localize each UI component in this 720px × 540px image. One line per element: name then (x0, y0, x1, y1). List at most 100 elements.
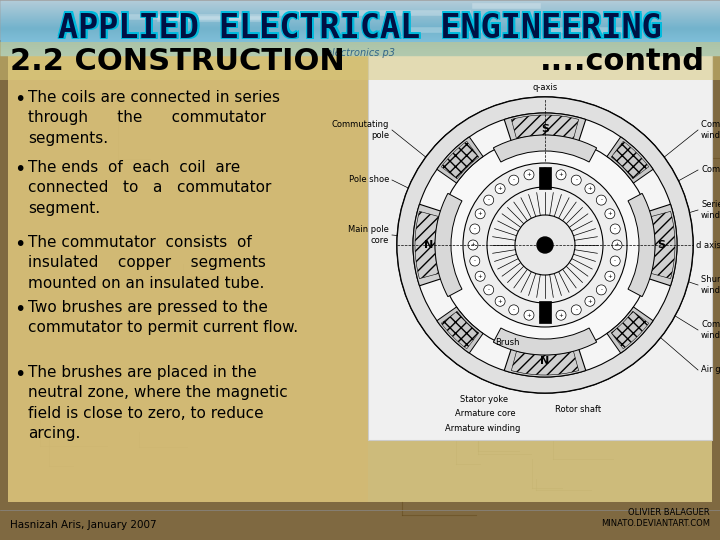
Bar (0, 42, 720, 80)
Circle shape (610, 256, 620, 266)
Circle shape (540, 168, 550, 178)
Circle shape (524, 170, 534, 180)
Text: OLIVIER BALAGUER
MINATO.DEVIANTART.COM: OLIVIER BALAGUER MINATO.DEVIANTART.COM (601, 508, 710, 528)
Text: +: + (526, 172, 531, 177)
Text: The brushes are placed in the
neutral zone, where the magnetic
field is close to: The brushes are placed in the neutral zo… (28, 365, 288, 441)
Text: Stator yoke: Stator yoke (460, 395, 508, 404)
Circle shape (484, 285, 494, 295)
Text: +: + (608, 211, 612, 216)
Circle shape (397, 97, 693, 393)
Text: •: • (14, 235, 25, 254)
Text: -: - (474, 259, 476, 264)
Text: +: + (608, 274, 612, 279)
Text: Pole shoe: Pole shoe (348, 176, 389, 185)
Text: Compensating
winding: Compensating winding (701, 320, 720, 340)
Circle shape (605, 209, 615, 219)
Text: -: - (614, 259, 616, 264)
Circle shape (571, 175, 581, 185)
Circle shape (509, 305, 519, 315)
Circle shape (540, 312, 550, 322)
Text: 2.2 CONSTRUCTION: 2.2 CONSTRUCTION (10, 48, 345, 77)
Text: -: - (513, 307, 515, 312)
Text: Armature core: Armature core (455, 409, 516, 418)
Text: -: - (575, 178, 577, 183)
Text: +: + (615, 242, 619, 247)
Text: APPLIED ELECTRICAL ENGINEERING: APPLIED ELECTRICAL ENGINEERING (60, 10, 663, 43)
Circle shape (585, 296, 595, 306)
Wedge shape (607, 137, 653, 183)
Text: Commutating
pole: Commutating pole (332, 120, 389, 140)
Text: Brush: Brush (495, 338, 520, 347)
Bar (8, 40, 368, 502)
Text: +: + (478, 274, 482, 279)
Text: N: N (541, 356, 549, 366)
Text: APPLIED ELECTRICAL ENGINEERING: APPLIED ELECTRICAL ENGINEERING (58, 11, 662, 44)
Text: Hasnizah Aris, January 2007: Hasnizah Aris, January 2007 (10, 520, 157, 530)
Wedge shape (397, 97, 693, 393)
Circle shape (556, 310, 566, 320)
Circle shape (437, 137, 653, 353)
Text: +: + (588, 186, 593, 191)
Text: -: - (614, 226, 616, 232)
Circle shape (556, 170, 566, 180)
Bar (8, 40, 712, 502)
Text: Air gap: Air gap (701, 366, 720, 375)
Text: APPLIED ELECTRICAL ENGINEERING: APPLIED ELECTRICAL ENGINEERING (57, 10, 660, 43)
Circle shape (468, 240, 478, 250)
Text: S: S (657, 240, 665, 250)
Text: APPLIED ELECTRICAL ENGINEERING: APPLIED ELECTRICAL ENGINEERING (57, 11, 660, 44)
Circle shape (515, 215, 575, 275)
Circle shape (509, 175, 519, 185)
Text: ....contnd: ....contnd (540, 48, 705, 77)
Text: -: - (487, 287, 490, 292)
Circle shape (463, 163, 627, 327)
Circle shape (487, 187, 603, 303)
Text: Shunt field
winding: Shunt field winding (701, 275, 720, 295)
Wedge shape (648, 204, 677, 286)
Bar (539, 167, 551, 189)
Text: Series-field
winding: Series-field winding (701, 200, 720, 220)
Text: •: • (14, 90, 25, 109)
Wedge shape (504, 113, 586, 142)
Text: +: + (588, 299, 593, 304)
Bar (539, 301, 551, 323)
Text: The coils are connected in series
through      the      commutator
segments.: The coils are connected in series throug… (28, 90, 280, 146)
Text: -: - (575, 307, 577, 312)
Wedge shape (493, 135, 597, 162)
Circle shape (495, 296, 505, 306)
Text: -: - (600, 287, 603, 292)
Circle shape (596, 285, 606, 295)
Text: electronics p3: electronics p3 (325, 48, 395, 58)
Text: Main pole
core: Main pole core (348, 225, 389, 245)
Text: Rotor shaft: Rotor shaft (555, 405, 601, 414)
Text: Commutator: Commutator (701, 165, 720, 174)
Text: •: • (14, 160, 25, 179)
Text: •: • (14, 300, 25, 319)
Text: APPLIED ELECTRICAL ENGINEERING: APPLIED ELECTRICAL ENGINEERING (60, 13, 663, 46)
Text: -: - (487, 198, 490, 202)
Text: +: + (478, 211, 482, 216)
Wedge shape (435, 193, 462, 296)
Circle shape (495, 184, 505, 194)
Circle shape (475, 271, 485, 281)
Text: •: • (14, 365, 25, 384)
Text: +: + (498, 186, 503, 191)
Circle shape (605, 271, 615, 281)
Text: APPLIED ELECTRICAL ENGINEERING: APPLIED ELECTRICAL ENGINEERING (57, 13, 660, 46)
Circle shape (524, 310, 534, 320)
Wedge shape (628, 193, 655, 296)
Wedge shape (493, 328, 597, 355)
Circle shape (610, 224, 620, 234)
Text: q-axis: q-axis (532, 83, 557, 92)
Circle shape (470, 224, 480, 234)
Text: +: + (471, 242, 475, 247)
Text: N: N (424, 240, 433, 250)
Text: Two brushes are pressed to the
commutator to permit current flow.: Two brushes are pressed to the commutato… (28, 300, 298, 335)
Text: -: - (544, 314, 546, 320)
Circle shape (475, 209, 485, 219)
Wedge shape (607, 307, 653, 353)
Text: +: + (559, 313, 563, 318)
Text: +: + (559, 172, 563, 177)
Circle shape (470, 256, 480, 266)
Text: -: - (474, 226, 476, 232)
